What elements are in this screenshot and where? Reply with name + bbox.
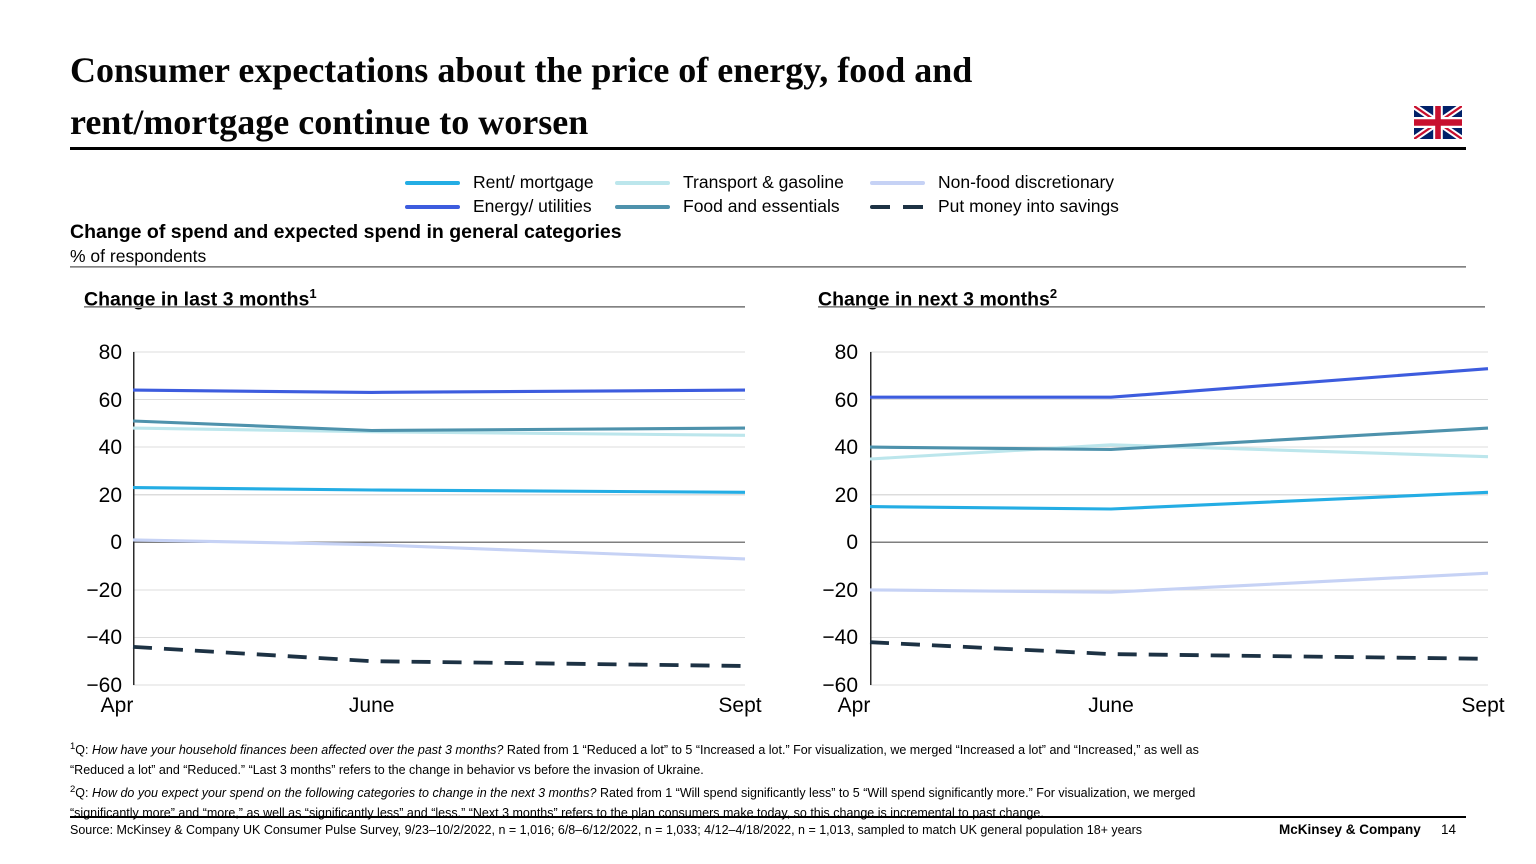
series-line-food-and-essentials [132, 419, 746, 433]
chart-title-footnote-ref: 2 [1049, 286, 1058, 301]
page-number: 14 [1441, 822, 1457, 837]
legend-item-transport-gasoline: Transport & gasoline [615, 171, 870, 194]
chart-title-divider [818, 306, 1485, 308]
x-axis-tick-label: Apr [837, 694, 871, 717]
footnotes: 1Q: How have your household finances bee… [70, 737, 1255, 823]
x-axis-tick-label: June [348, 694, 395, 717]
footnote-question: How have your household finances been af… [91, 743, 504, 758]
series-line-non-food-discretionary [869, 571, 1489, 594]
series-line-food-and-essentials [869, 426, 1489, 452]
y-axis-tick-label: 60 [98, 388, 122, 412]
y-axis-tick-label: 40 [98, 436, 122, 460]
legend-label: Transport & gasoline [683, 172, 844, 192]
series-line-put-money-into-savings [132, 645, 746, 668]
series-line-energy-utilities [870, 367, 1489, 399]
title-divider [70, 147, 1466, 150]
y-axis-tick-label: −60 [86, 674, 122, 697]
series-line-rent-mortgage [132, 486, 746, 494]
footnote-question: How do you expect your spend on the foll… [91, 786, 597, 801]
legend-item-non-food-discretionary: Non-food discretionary [870, 171, 1119, 194]
legend-label: Food and essentials [683, 196, 840, 216]
footnote-text: Rated from 1 “Reduced a lot” to 5 “Incre… [70, 743, 1199, 777]
y-axis-tick-label: −40 [86, 626, 122, 650]
footnote-1: 1Q: How have your household finances bee… [70, 737, 1255, 780]
legend-swatch-energy-utilities [405, 204, 460, 209]
x-axis-tick-label: Sept [1461, 694, 1505, 717]
y-axis-tick-label: 80 [98, 341, 122, 364]
y-axis-tick-label: 40 [834, 436, 858, 460]
y-axis-tick-label: 20 [834, 483, 858, 507]
y-axis-tick-label: 0 [110, 531, 122, 555]
series-line-put-money-into-savings [869, 640, 1489, 661]
legend-item-food-and-essentials: Food and essentials [615, 195, 870, 218]
footnote-lead: Q: [75, 786, 92, 801]
legend-swatch-food-and-essentials [615, 204, 670, 209]
chart-title-divider [84, 306, 745, 308]
footnote-lead: Q: [75, 743, 92, 758]
series-line-energy-utilities [132, 388, 746, 394]
slide-title-line2: rent/mortgage continue to worsen [70, 102, 589, 142]
legend-label: Energy/ utilities [473, 196, 592, 216]
legend-item-energy-utilities: Energy/ utilities [405, 195, 615, 218]
legend-label: Put money into savings [938, 196, 1119, 216]
legend-item-put-money-into-savings: Put money into savings [870, 195, 1119, 218]
legend-swatch-rent-mortgage [405, 180, 460, 185]
slide-title: Consumer expectations about the price of… [70, 44, 1320, 148]
x-axis-tick-label: Apr [100, 694, 134, 717]
y-axis-tick-label: −20 [822, 578, 858, 602]
y-axis-tick-label: 20 [98, 483, 122, 507]
chart-next-3-months: 80 60 40 20 0 −20 −40 −60 Apr June Sept [796, 341, 1506, 732]
chart-plot-area [869, 351, 1489, 686]
section-heading: Change of spend and expected spend in ge… [70, 221, 622, 243]
x-axis-tick-label: Sept [718, 694, 762, 717]
section-divider [70, 266, 1466, 268]
chart-title-text: Change in last 3 months [84, 288, 310, 311]
section-subheading: % of respondents [70, 246, 207, 266]
y-axis-tick-label: 80 [834, 341, 858, 364]
footnote-ref: 1 [70, 741, 76, 752]
chart-plot-area [132, 351, 746, 686]
legend-label: Rent/ mortgage [473, 172, 594, 192]
y-axis-tick-label: 0 [846, 531, 858, 555]
uk-flag-icon [1414, 106, 1462, 139]
footer-divider [70, 816, 1466, 818]
legend-swatch-non-food-discretionary [870, 180, 925, 185]
y-axis-tick-label: −40 [822, 626, 858, 650]
y-axis-tick-label: 60 [834, 388, 858, 412]
chart-title-footnote-ref: 1 [309, 286, 317, 301]
legend-swatch-put-money-into-savings [870, 204, 925, 209]
series-line-transport-gasoline [869, 443, 1489, 461]
chart-title-text: Change in next 3 months [818, 288, 1050, 311]
chart-title-next-3-months: Change in next 3 months2 [818, 282, 1057, 312]
x-axis-tick-label: June [1088, 694, 1134, 717]
legend-swatch-transport-gasoline [615, 180, 670, 185]
brand-name: McKinsey & Company [1279, 822, 1421, 837]
series-line-rent-mortgage [869, 490, 1489, 511]
chart-title-last-3-months: Change in last 3 months1 [84, 282, 317, 312]
y-axis-tick-label: −20 [86, 578, 122, 602]
series-line-non-food-discretionary [132, 538, 746, 561]
source-note: Source: McKinsey & Company UK Consumer P… [70, 823, 1142, 837]
slide-title-line1: Consumer expectations about the price of… [70, 50, 973, 90]
y-axis-tick-label: −60 [822, 674, 858, 697]
chart-legend: Rent/ mortgage Transport & gasoline Non-fo… [405, 171, 1119, 218]
chart-last-3-months: 80 60 40 20 0 −20 −40 −60 Apr June Sept [60, 341, 765, 732]
legend-item-rent-mortgage: Rent/ mortgage [405, 171, 615, 194]
footnote-ref: 2 [70, 784, 76, 796]
legend-label: Non-food discretionary [938, 172, 1115, 192]
